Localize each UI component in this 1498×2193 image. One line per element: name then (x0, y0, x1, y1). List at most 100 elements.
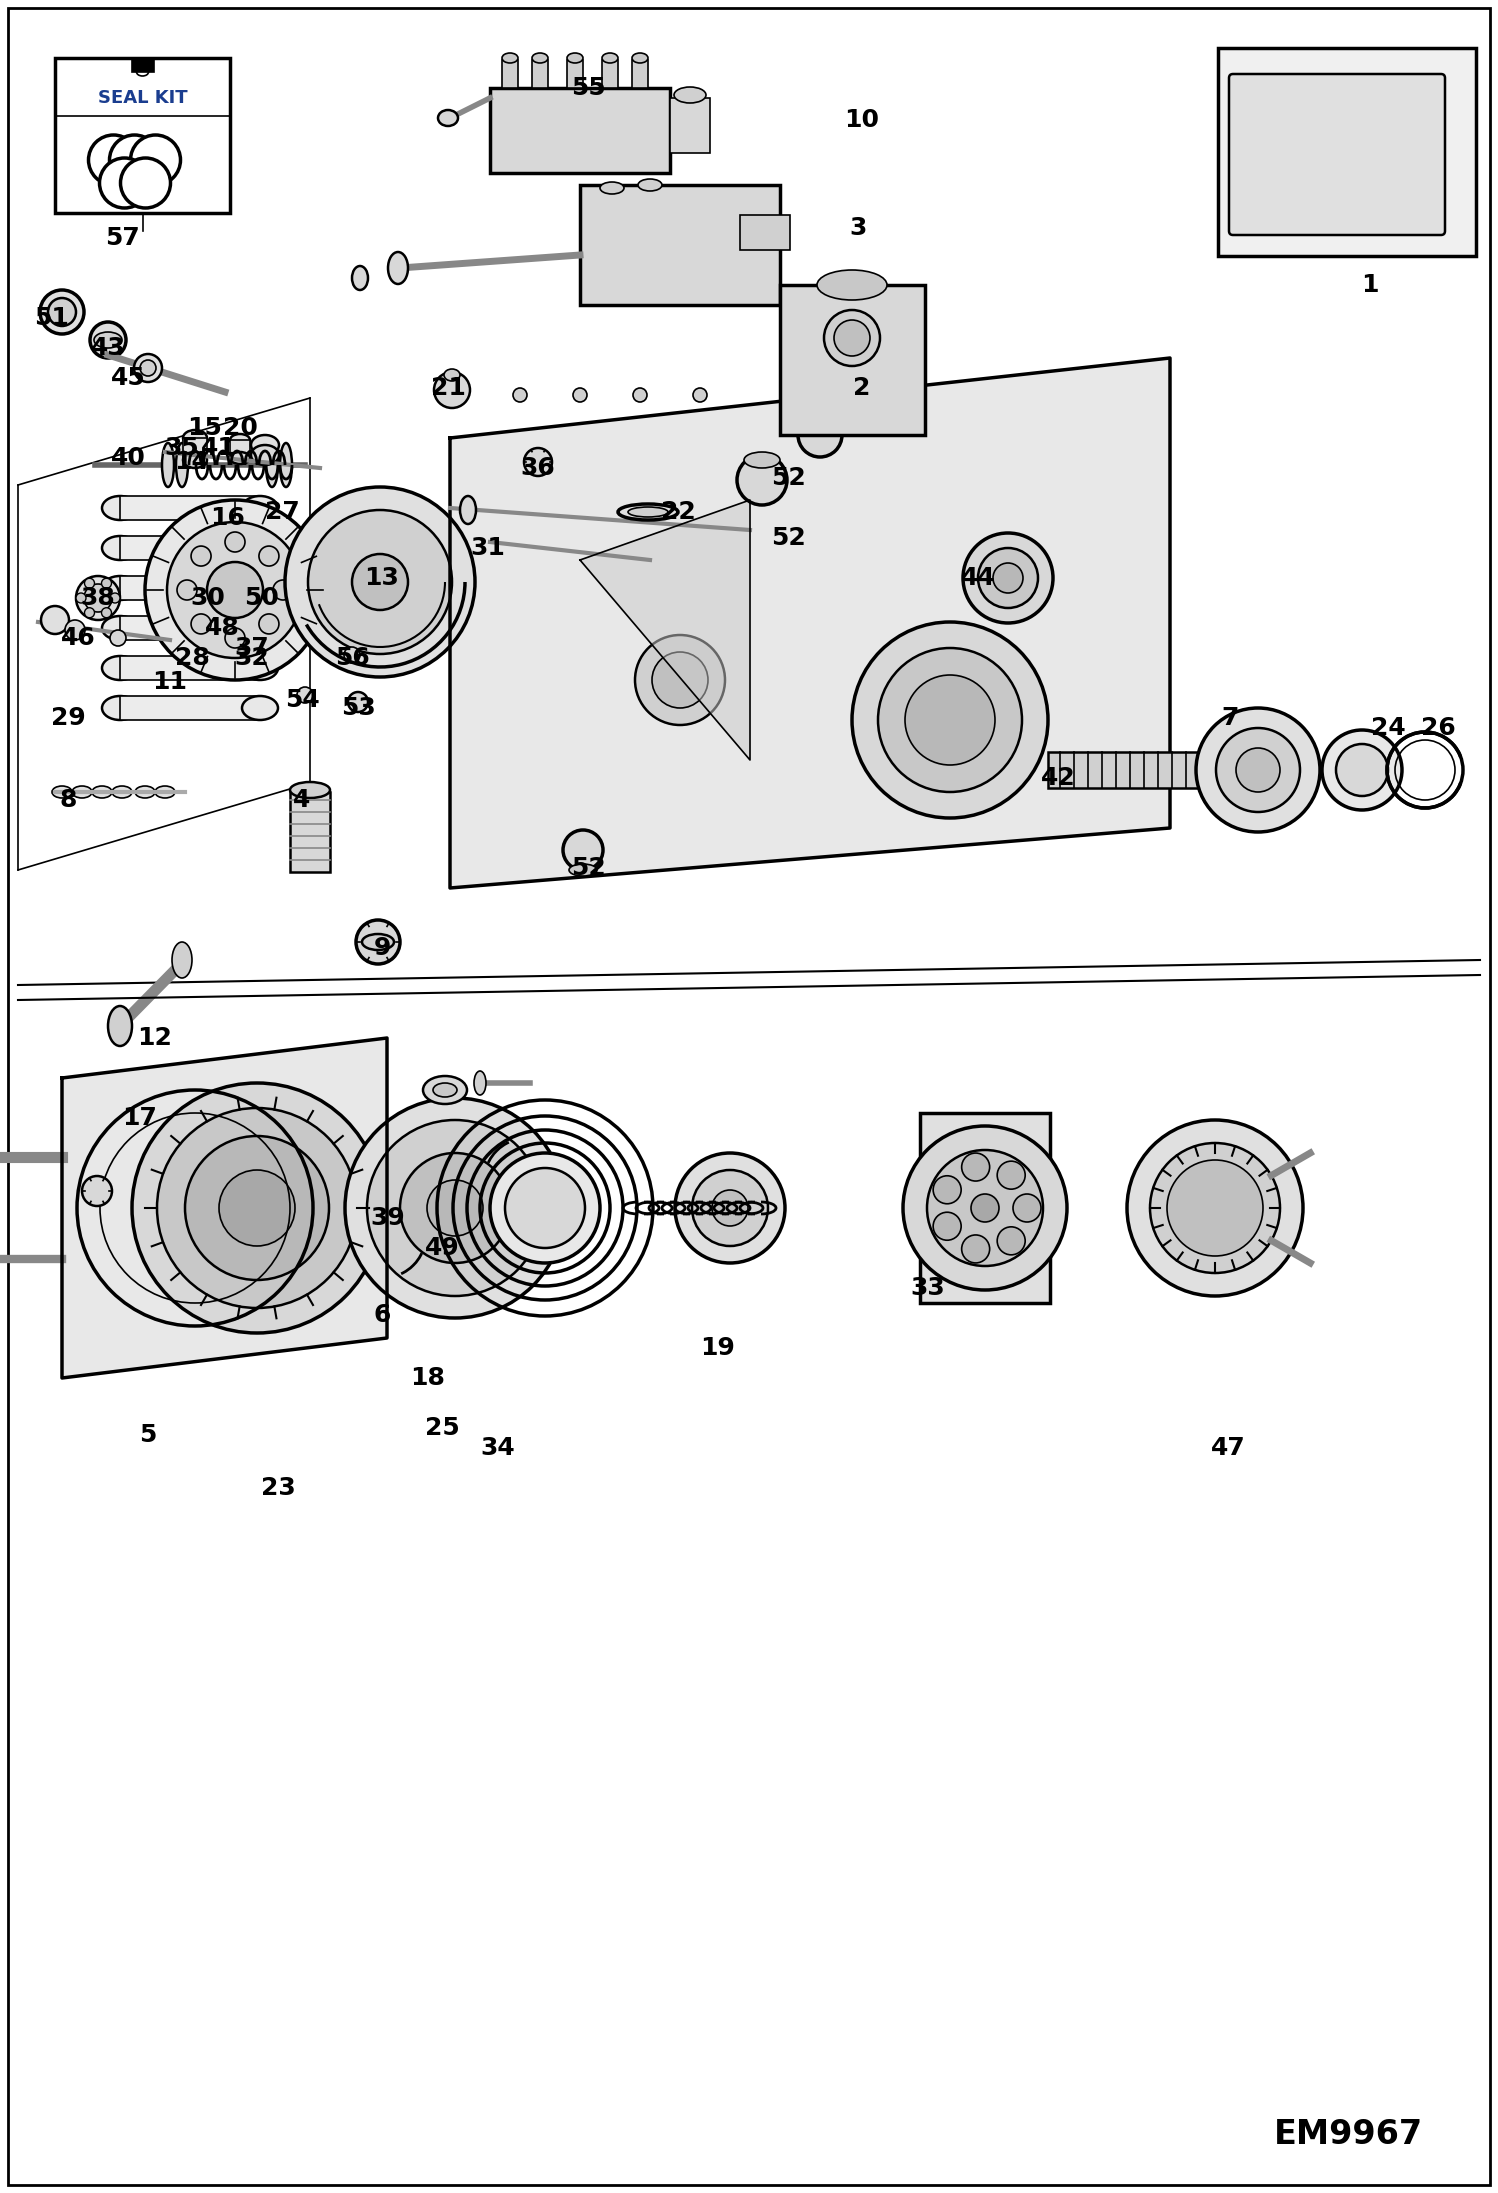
Polygon shape (61, 1037, 386, 1377)
Bar (120, 496, 261, 520)
Circle shape (903, 1125, 1067, 1289)
Bar (1237, 211, 1359, 239)
Bar (1416, 136, 1471, 167)
Circle shape (88, 136, 138, 184)
Bar (1267, 57, 1279, 83)
Bar (183, 439, 207, 461)
Ellipse shape (632, 53, 649, 64)
Ellipse shape (252, 445, 279, 465)
Ellipse shape (183, 452, 207, 467)
Circle shape (90, 322, 126, 357)
Ellipse shape (443, 368, 460, 382)
Circle shape (933, 1213, 962, 1241)
Circle shape (998, 1226, 1025, 1254)
Text: 50: 50 (244, 586, 280, 610)
Ellipse shape (102, 535, 138, 559)
Circle shape (737, 454, 786, 504)
Circle shape (177, 579, 198, 601)
Text: 39: 39 (370, 1206, 406, 1230)
Ellipse shape (291, 783, 330, 798)
Ellipse shape (601, 182, 625, 193)
Ellipse shape (102, 577, 138, 601)
Circle shape (84, 579, 94, 588)
Text: 44: 44 (960, 566, 995, 590)
Circle shape (962, 1235, 990, 1263)
Circle shape (145, 500, 325, 680)
Text: 37: 37 (235, 636, 270, 660)
Ellipse shape (175, 443, 189, 487)
Circle shape (927, 1149, 1043, 1265)
Bar (568, 59, 583, 88)
Text: 12: 12 (138, 1026, 172, 1050)
Circle shape (798, 412, 842, 456)
Ellipse shape (280, 443, 292, 487)
Text: 19: 19 (701, 1336, 736, 1360)
Circle shape (694, 388, 707, 401)
Text: 2: 2 (854, 375, 870, 399)
Circle shape (40, 289, 84, 333)
Bar (1291, 57, 1303, 83)
Ellipse shape (460, 496, 476, 524)
Circle shape (102, 579, 111, 588)
Ellipse shape (252, 434, 279, 454)
Circle shape (1013, 1193, 1041, 1222)
Text: 34: 34 (481, 1436, 515, 1461)
Text: 33: 33 (911, 1276, 945, 1300)
Circle shape (132, 1083, 382, 1333)
Text: 51: 51 (34, 307, 69, 329)
Circle shape (64, 621, 85, 640)
Circle shape (40, 605, 69, 634)
Ellipse shape (243, 695, 279, 719)
Bar (55, 57, 231, 213)
Circle shape (634, 388, 647, 401)
Circle shape (1236, 748, 1279, 792)
Ellipse shape (231, 434, 250, 445)
Bar (291, 792, 330, 873)
Circle shape (192, 614, 211, 634)
Circle shape (563, 829, 604, 871)
Text: 20: 20 (223, 417, 258, 441)
Ellipse shape (388, 252, 407, 285)
Bar (120, 695, 261, 719)
Circle shape (130, 136, 180, 184)
Text: 54: 54 (285, 689, 319, 713)
Text: 41: 41 (201, 436, 235, 461)
Text: 1: 1 (1362, 272, 1378, 296)
Ellipse shape (102, 656, 138, 680)
Bar (580, 184, 780, 305)
Circle shape (692, 1171, 768, 1246)
Bar (490, 88, 670, 173)
Circle shape (76, 577, 120, 621)
Bar (120, 616, 261, 640)
Text: 30: 30 (190, 586, 225, 610)
Bar (1317, 57, 1329, 83)
Circle shape (259, 614, 279, 634)
Text: SEAL KIT: SEAL KIT (97, 90, 187, 107)
Bar (1218, 48, 1476, 257)
Text: 11: 11 (153, 671, 187, 693)
Ellipse shape (619, 504, 679, 520)
Text: 22: 22 (661, 500, 695, 524)
Bar (1242, 57, 1254, 83)
Circle shape (352, 555, 407, 610)
Ellipse shape (102, 616, 138, 640)
Circle shape (676, 1154, 785, 1263)
Ellipse shape (243, 577, 279, 601)
Text: 15: 15 (187, 417, 222, 441)
Ellipse shape (52, 785, 72, 798)
Text: 52: 52 (571, 855, 605, 879)
Circle shape (505, 1169, 586, 1248)
Circle shape (434, 373, 470, 408)
Text: 43: 43 (90, 336, 126, 360)
Circle shape (109, 136, 159, 184)
Circle shape (824, 309, 879, 366)
Text: 9: 9 (373, 936, 391, 961)
Ellipse shape (352, 265, 369, 289)
Circle shape (157, 1107, 357, 1307)
Circle shape (309, 511, 452, 654)
FancyBboxPatch shape (1228, 75, 1446, 235)
Text: 8: 8 (60, 787, 76, 811)
Circle shape (357, 921, 400, 965)
Bar (502, 59, 518, 88)
Text: 10: 10 (845, 107, 879, 132)
